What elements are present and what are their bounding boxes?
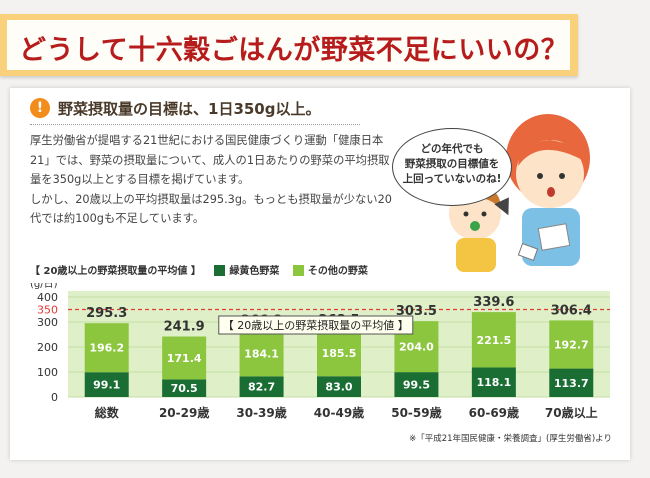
legend-title: 【 20歳以上の野菜摂取量の平均値 】 <box>30 266 201 277</box>
chart-tooltip-text: 【 20歳以上の野菜摂取量の平均値 】 <box>223 318 409 332</box>
bar-value-light: 171.4 <box>167 352 202 365</box>
goal-heading: 野菜摂取量の目標は、1日350g以上。 <box>58 100 321 118</box>
bar-value-dark: 70.5 <box>171 382 198 395</box>
bar-value-dark: 99.5 <box>403 379 430 392</box>
bar-value-light: 192.7 <box>554 338 589 351</box>
bar-total-label: 295.3 <box>86 306 127 321</box>
chart-tooltip-box <box>218 315 414 335</box>
bar-value-light: 204.0 <box>399 341 434 354</box>
content-card: ! 野菜摂取量の目標は、1日350g以上。 厚生労働省が提唱する21世紀における… <box>10 88 630 460</box>
description-paragraph-2: しかし、20歳以上の平均摂取量は295.3g。もっとも摂取量が少ない20代では約… <box>30 192 392 226</box>
bar-value-light: 196.2 <box>89 342 124 355</box>
bar-total-label: 303.5 <box>396 304 437 319</box>
legend-swatch-dark <box>214 265 226 276</box>
speech-bubble: どの年代でも 野菜摂取の目標値を 上回っていないのね! <box>392 128 512 206</box>
bar-segment-light <box>549 320 594 369</box>
description-paragraph-1: 厚生労働省が提唱する21世紀における国民健康づくり運動「健康日本21」では、野菜… <box>30 134 390 186</box>
bar-segment-light <box>317 329 361 377</box>
heading-divider <box>30 124 360 125</box>
bar-segment-dark <box>549 368 594 397</box>
x-tick-label: 総数 <box>95 405 120 420</box>
bar-segment-dark <box>162 379 207 397</box>
exclamation-icon: ! <box>30 98 50 118</box>
y-tick-label: 100 <box>37 366 58 379</box>
bar-segment-dark <box>394 372 439 397</box>
speech-line-1: どの年代でも <box>420 143 484 155</box>
title-banner-inner: どうして十六穀ごはんが野菜不足にいいの？ <box>7 20 570 70</box>
mother-face-shape <box>516 140 584 208</box>
target-label: 350 <box>37 304 58 317</box>
x-tick-label: 70歳以上 <box>545 405 598 420</box>
legend-label-dark: 緑黄色野菜 <box>229 266 280 277</box>
bar-total-label: 241.9 <box>164 320 205 335</box>
bar-value-light: 184.1 <box>244 347 279 360</box>
bar-segment-light <box>471 312 516 368</box>
legend-label-light: その他の野菜 <box>307 266 368 277</box>
x-tick-label: 20-29歳 <box>159 405 209 420</box>
bar-segment-dark <box>317 376 361 397</box>
bar-segment-dark <box>84 372 129 397</box>
speech-line-3: 上回っていないのね! <box>402 173 502 185</box>
title-banner: どうして十六穀ごはんが野菜不足にいいの？ <box>0 14 578 76</box>
legend-swatch-light <box>292 265 304 276</box>
x-tick-label: 30-39歳 <box>236 405 286 420</box>
x-tick-label: 60-69歳 <box>469 405 519 420</box>
bar-segment-light <box>239 330 284 377</box>
y-axis-unit: (g/日) <box>30 283 58 290</box>
chart-legend: 【 20歳以上の野菜摂取量の平均値 】 緑黄色野菜 その他の野菜 <box>30 262 368 277</box>
y-tick-label: 400 <box>37 291 58 304</box>
source-note: ※「平成21年国民健康・栄養調査」(厚生労働省)より <box>409 434 612 444</box>
y-tick-label: 200 <box>37 341 58 354</box>
bar-total-label: 306.4 <box>551 303 592 318</box>
speech-line-2: 野菜摂取の目標値を <box>404 158 500 170</box>
bar-value-dark: 99.1 <box>93 379 120 392</box>
bar-segment-light <box>162 336 207 380</box>
bar-value-dark: 82.7 <box>248 381 275 394</box>
bar-total-label: 339.6 <box>473 295 514 310</box>
child-body-shape <box>456 238 496 272</box>
bar-value-light: 185.5 <box>322 347 357 360</box>
bar-value-dark: 113.7 <box>554 377 589 390</box>
bar-segment-light <box>84 323 129 373</box>
bar-segment-dark <box>471 367 516 397</box>
bar-value-dark: 83.0 <box>325 381 352 394</box>
bar-value-light: 221.5 <box>476 334 511 347</box>
family-illustration <box>448 114 590 272</box>
page-title: どうして十六穀ごはんが野菜不足にいいの？ <box>19 35 569 66</box>
y-tick-label: 0 <box>51 391 58 404</box>
description-text: 厚生労働省が提唱する21世紀における国民健康づくり運動「健康日本21」では、野菜… <box>30 131 395 229</box>
y-tick-label: 300 <box>37 316 58 329</box>
bar-value-dark: 118.1 <box>476 376 511 389</box>
x-tick-label: 40-49歳 <box>314 405 364 420</box>
x-tick-label: 50-59歳 <box>391 405 441 420</box>
bar-segment-dark <box>239 376 284 397</box>
